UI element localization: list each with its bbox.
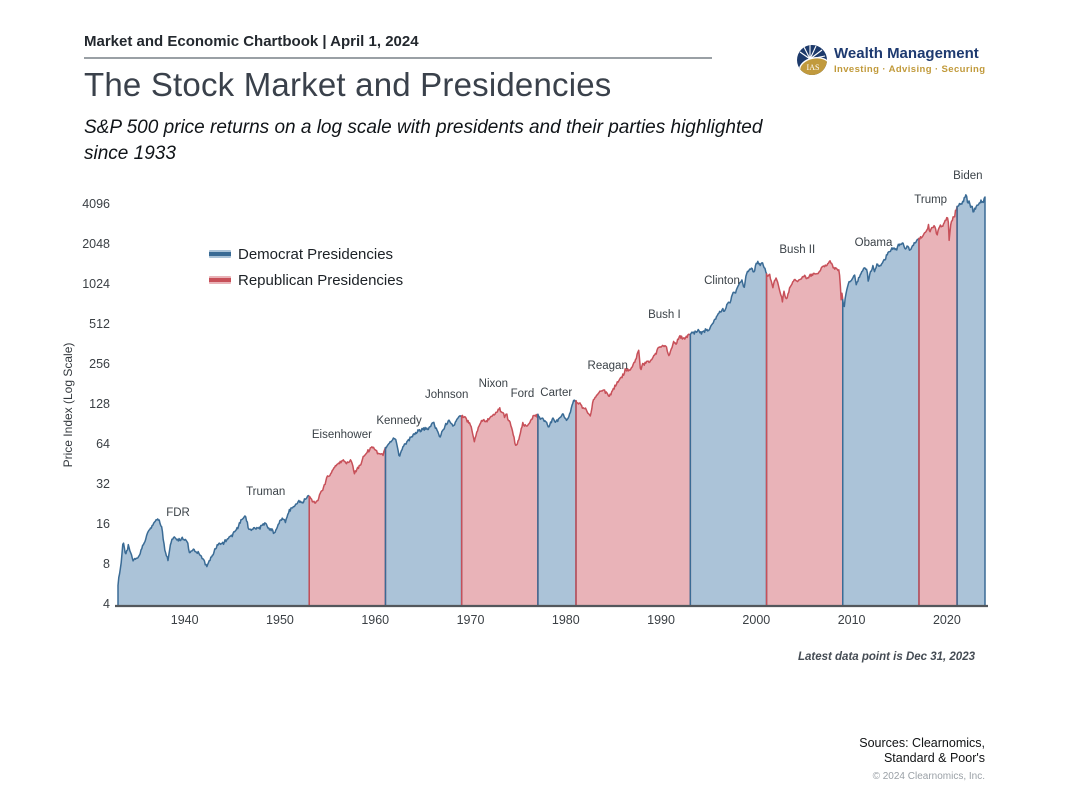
area-democrat-2021: [957, 194, 985, 606]
chartbook-header: Market and Economic Chartbook | April 1,…: [84, 33, 419, 50]
y-tick-128: 128: [89, 397, 110, 411]
area-democrat-1977: [537, 400, 576, 605]
x-tick-2020: 2020: [932, 613, 961, 627]
president-label-clinton: Clinton: [704, 275, 740, 288]
latest-data-note: Latest data point is Dec 31, 2023: [797, 651, 975, 663]
x-tick-1970: 1970: [456, 613, 485, 627]
line-republican-1981: [575, 333, 692, 605]
president-label-bush-ii: Bush II: [779, 244, 816, 257]
y-tick-16: 16: [96, 517, 110, 531]
brand-tagline: Investing · Advising · Securing: [834, 64, 986, 75]
area-democrat-2009: [842, 238, 919, 605]
x-tick-1990: 1990: [647, 613, 675, 627]
line-republican-1953: [308, 446, 387, 605]
area-republican-1953: [309, 446, 386, 605]
x-tick-1940: 1940: [170, 613, 199, 627]
ias-globe-icon: IAS: [797, 45, 827, 75]
area-republican-1969: [461, 407, 538, 605]
president-label-trump: Trump: [914, 193, 948, 206]
president-label-kennedy: Kennedy: [376, 415, 422, 427]
legend-item-democrat: Democrat Presidencies: [209, 241, 403, 267]
legend-label-republican: Republican Presidencies: [238, 271, 404, 289]
y-tick-64: 64: [96, 437, 110, 451]
democrat-swatch-icon: [209, 250, 231, 258]
header-divider: [84, 57, 712, 59]
area-republican-2017: [918, 206, 958, 606]
president-label-bush-i: Bush I: [648, 308, 681, 321]
line-republican-2017: [918, 205, 958, 605]
sources-line-2: Standard & Poor's: [883, 751, 985, 765]
y-tick-2048: 2048: [82, 237, 110, 251]
brand-name: Wealth Management: [834, 45, 979, 62]
line-republican-2001: [765, 260, 844, 605]
president-label-obama: Obama: [854, 237, 893, 250]
copyright: © 2024 Clearnomics, Inc.: [872, 771, 985, 782]
page-subtitle: S&P 500 price returns on a log scale wit…: [84, 117, 763, 164]
line-democrat-1961: [384, 414, 463, 605]
line-democrat-2021: [956, 194, 986, 605]
president-label-reagan: Reagan: [587, 360, 628, 373]
y-tick-32: 32: [96, 477, 110, 491]
legend-label-democrat: Democrat Presidencies: [238, 245, 394, 263]
line-democrat-1977: [537, 399, 577, 605]
x-tick-1980: 1980: [551, 613, 580, 627]
republican-swatch-icon: [209, 276, 231, 284]
sources-note: Sources: Clearnomics, Standard & Poor's …: [640, 736, 985, 784]
sources-line-1: Sources: Clearnomics,: [859, 736, 985, 750]
area-democrat-1993: [690, 261, 767, 605]
x-tick-2010: 2010: [837, 613, 866, 627]
president-label-eisenhower: Eisenhower: [311, 429, 372, 442]
area-democrat-1961: [385, 415, 462, 605]
y-tick-1024: 1024: [82, 277, 110, 291]
president-label-truman: Truman: [246, 486, 286, 499]
x-tick-1960: 1960: [361, 613, 390, 627]
y-tick-4096: 4096: [82, 197, 110, 211]
president-label-johnson: Johnson: [424, 389, 469, 402]
chart-canvas: [115, 194, 988, 608]
sp500-presidencies-chart: Price Index (Log Scale) 4096 2048 1024 512 2…: [0, 160, 1069, 640]
president-label-ford: Ford: [510, 387, 535, 400]
x-tick-2000: 2000: [742, 613, 771, 627]
brand-logo: IAS Wealth Management Investing · Advisi…: [796, 44, 985, 76]
area-democrat-1933: [118, 495, 310, 605]
line-democrat-1933: [117, 494, 310, 605]
area-republican-2001: [766, 260, 843, 605]
legend-item-republican: Republican Presidencies: [209, 267, 403, 293]
line-republican-1969: [460, 407, 539, 605]
president-label-nixon: Nixon: [478, 378, 509, 391]
president-label-carter: Carter: [540, 386, 573, 399]
line-democrat-2009: [842, 237, 920, 605]
page-title: The Stock Market and Presidencies: [84, 66, 612, 103]
x-tick-1950: 1950: [266, 613, 294, 627]
y-tick-512: 512: [89, 317, 110, 331]
legend: Democrat Presidencies Republican Preside…: [209, 241, 403, 293]
area-republican-1981: [575, 334, 691, 605]
president-label-fdr: FDR: [166, 506, 190, 519]
y-tick-4: 4: [103, 597, 110, 611]
line-democrat-1993: [689, 260, 768, 605]
y-tick-8: 8: [103, 557, 110, 571]
president-label-biden: Biden: [953, 170, 983, 183]
ias-monogram: IAS: [807, 63, 820, 72]
y-tick-256: 256: [89, 357, 110, 371]
